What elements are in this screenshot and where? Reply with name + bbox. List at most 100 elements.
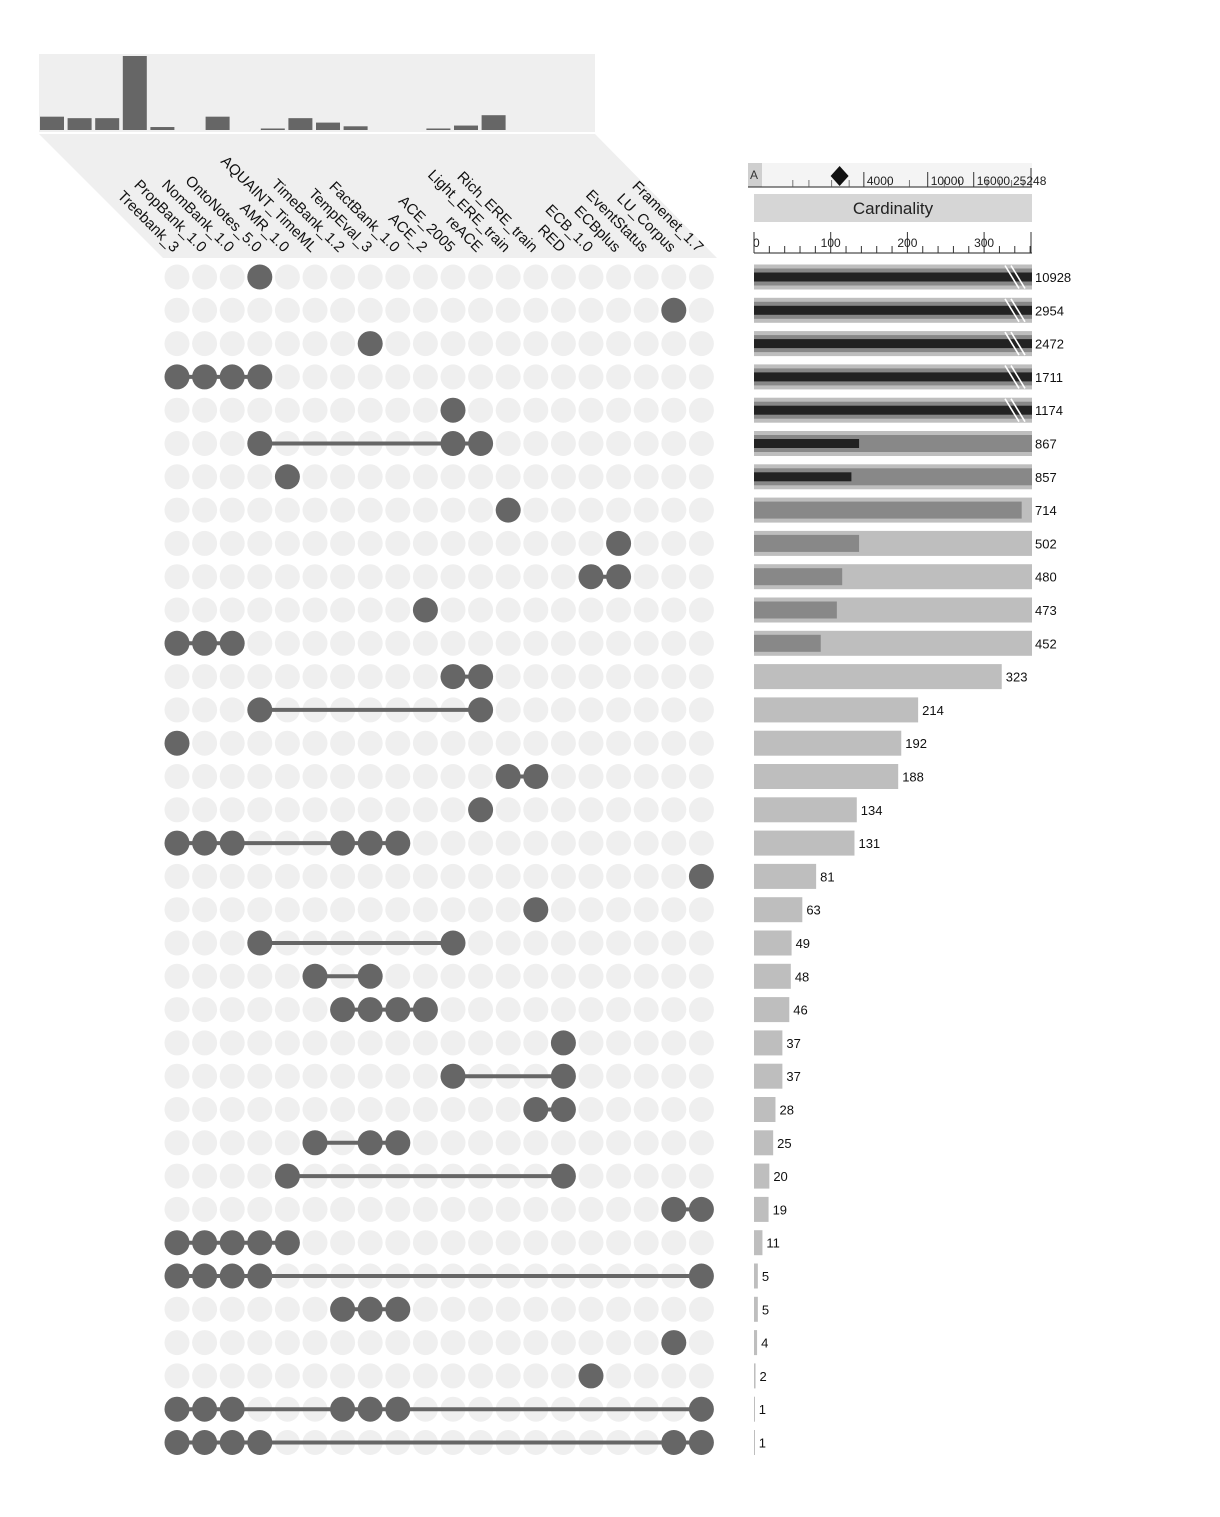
overview-scale-bg (748, 163, 1032, 187)
matrix-row[interactable] (164, 497, 714, 523)
cardinality-bar[interactable]: 502 (754, 530, 1057, 556)
matrix-row[interactable] (164, 630, 714, 656)
matrix-row[interactable] (164, 1263, 714, 1289)
matrix-row[interactable] (164, 264, 714, 290)
cardinality-bar[interactable]: 867 (754, 431, 1057, 456)
matrix-dot-inactive (164, 1196, 190, 1222)
cardinality-bar[interactable]: 49 (754, 930, 810, 956)
matrix-dot-inactive (523, 697, 549, 723)
matrix-row[interactable] (164, 863, 714, 889)
matrix-dot-inactive (385, 264, 411, 290)
cardinality-bar[interactable]: 1 (754, 1430, 766, 1455)
cardinality-bar[interactable]: 192 (754, 730, 927, 756)
cardinality-bar[interactable]: 5 (754, 1296, 769, 1322)
cardinality-header[interactable] (754, 194, 1032, 222)
matrix-row[interactable] (164, 564, 714, 590)
matrix-dot-inactive (633, 1296, 659, 1322)
matrix-row[interactable] (164, 1296, 714, 1322)
cardinality-bar[interactable]: 857 (754, 464, 1057, 490)
matrix-row[interactable] (164, 664, 714, 690)
matrix-row[interactable] (164, 1430, 714, 1455)
cardinality-bar[interactable]: 11 (754, 1230, 780, 1256)
matrix-dot-inactive (495, 1230, 521, 1256)
matrix-row[interactable] (164, 764, 714, 789)
cardinality-bar-fill (754, 1396, 755, 1422)
matrix-row[interactable] (164, 930, 714, 956)
cardinality-bar[interactable]: 5 (754, 1263, 769, 1289)
cardinality-bar[interactable]: 81 (754, 863, 835, 889)
cardinality-bar[interactable]: 20 (754, 1163, 788, 1189)
matrix-dot-inactive (688, 1363, 714, 1389)
matrix-row[interactable] (164, 431, 714, 456)
matrix-dot-inactive (523, 863, 549, 889)
cardinality-bar[interactable]: 473 (754, 597, 1057, 623)
matrix-row[interactable] (164, 997, 714, 1023)
matrix-row[interactable] (164, 1097, 714, 1122)
cardinality-bar[interactable]: 1 (754, 1396, 766, 1422)
matrix-row[interactable] (164, 897, 714, 923)
matrix-row[interactable] (164, 1196, 714, 1222)
matrix-dot-inactive (302, 1030, 328, 1056)
matrix-dot-inactive (578, 997, 604, 1023)
matrix-dot-inactive (633, 464, 659, 490)
cardinality-bar[interactable]: 480 (754, 564, 1057, 590)
matrix-row[interactable] (164, 1330, 714, 1356)
matrix-dot-inactive (302, 797, 328, 823)
matrix-row[interactable] (164, 364, 714, 390)
cardinality-bar[interactable]: 28 (754, 1097, 794, 1122)
matrix-row[interactable] (164, 1363, 714, 1389)
cardinality-bar[interactable]: 37 (754, 1063, 801, 1089)
matrix-dot-inactive (330, 397, 356, 423)
matrix-row[interactable] (164, 730, 714, 756)
cardinality-bar[interactable]: 214 (754, 697, 944, 723)
matrix-row[interactable] (164, 1163, 714, 1189)
overview-marker-handle[interactable] (830, 166, 849, 186)
matrix-dot-inactive (412, 364, 438, 390)
matrix-dot-inactive (661, 264, 687, 290)
matrix-row[interactable] (164, 1396, 714, 1422)
cardinality-bar[interactable]: 1711 (754, 364, 1063, 390)
matrix-dot-inactive (192, 1130, 218, 1156)
cardinality-bar[interactable]: 323 (754, 664, 1027, 690)
matrix-row[interactable] (164, 530, 714, 556)
cardinality-bar[interactable]: 452 (754, 630, 1057, 656)
matrix-dot-inactive (192, 464, 218, 490)
cardinality-bar[interactable]: 131 (754, 830, 880, 856)
matrix-row[interactable] (164, 597, 714, 623)
cardinality-bar[interactable]: 188 (754, 764, 924, 789)
matrix-row[interactable] (164, 1130, 714, 1156)
cardinality-bar[interactable]: 37 (754, 1030, 801, 1056)
cardinality-bar[interactable]: 25 (754, 1130, 792, 1156)
matrix-row[interactable] (164, 1030, 714, 1056)
cardinality-bar[interactable]: 2 (754, 1363, 767, 1389)
cardinality-bar[interactable]: 48 (754, 963, 809, 989)
set-size-bar (426, 128, 451, 130)
matrix-row[interactable] (164, 963, 714, 989)
matrix-row[interactable] (164, 464, 714, 490)
overview-brush[interactable] (748, 163, 762, 187)
cardinality-bar-wrap2 (754, 501, 1022, 519)
matrix-row[interactable] (164, 830, 714, 856)
cardinality-bar[interactable]: 10928 (754, 264, 1071, 290)
matrix-row[interactable] (164, 331, 714, 357)
matrix-row[interactable] (164, 1063, 714, 1089)
cardinality-bar[interactable]: 2954 (754, 297, 1064, 323)
matrix-dot-inactive (164, 1097, 190, 1122)
matrix-row[interactable] (164, 697, 714, 723)
cardinality-bar[interactable]: 714 (754, 497, 1057, 523)
cardinality-bar[interactable]: 19 (754, 1196, 787, 1222)
matrix-row[interactable] (164, 797, 714, 823)
cardinality-bar[interactable]: 2472 (754, 331, 1064, 357)
matrix-dot-inactive (330, 1030, 356, 1056)
cardinality-bar[interactable]: 46 (754, 997, 808, 1023)
cardinality-bar[interactable]: 63 (754, 897, 821, 923)
matrix-row[interactable] (164, 1230, 714, 1256)
matrix-dot-inactive (550, 764, 576, 789)
cardinality-bar[interactable]: 1174 (754, 397, 1063, 423)
cardinality-bar[interactable]: 134 (754, 797, 882, 823)
matrix-row[interactable] (164, 297, 714, 323)
matrix-row[interactable] (164, 397, 714, 423)
matrix-dot-active (495, 497, 521, 523)
matrix-dot-inactive (385, 464, 411, 490)
cardinality-bar[interactable]: 4 (754, 1330, 768, 1356)
